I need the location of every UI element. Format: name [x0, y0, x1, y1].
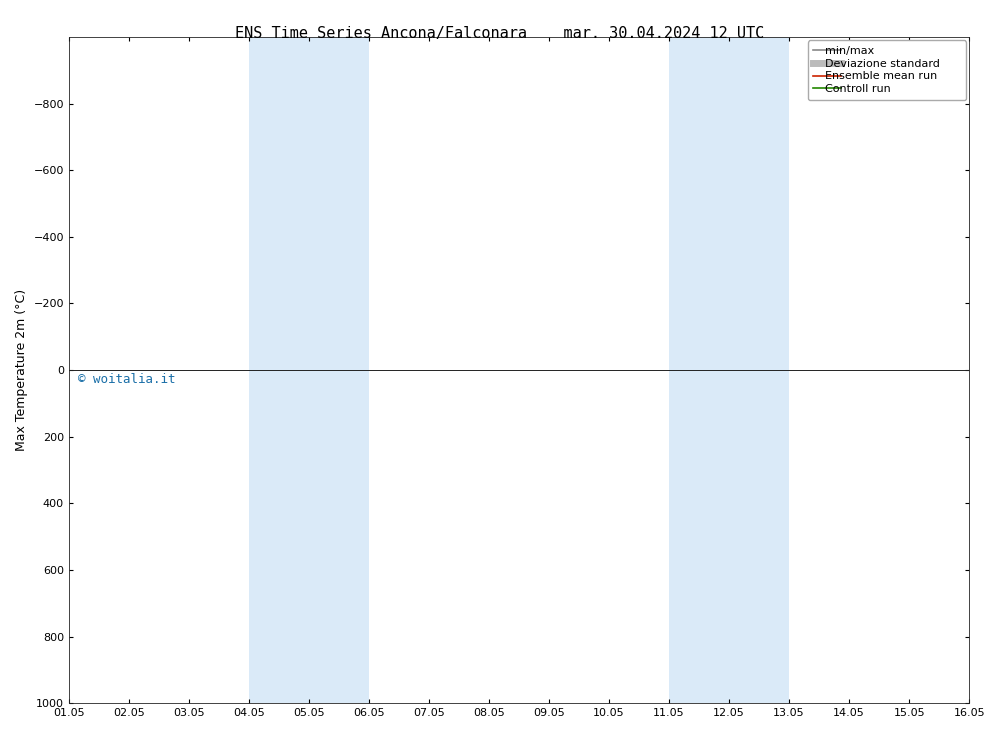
Text: ENS Time Series Ancona/Falconara    mar. 30.04.2024 12 UTC: ENS Time Series Ancona/Falconara mar. 30…: [235, 26, 765, 40]
Bar: [669, 37, 789, 703]
Text: © woitalia.it: © woitalia.it: [78, 373, 175, 386]
Legend: min/max, Deviazione standard, Ensemble mean run, Controll run: min/max, Deviazione standard, Ensemble m…: [808, 40, 966, 100]
Y-axis label: Max Temperature 2m (°C): Max Temperature 2m (°C): [15, 289, 28, 451]
Bar: [249, 37, 369, 703]
